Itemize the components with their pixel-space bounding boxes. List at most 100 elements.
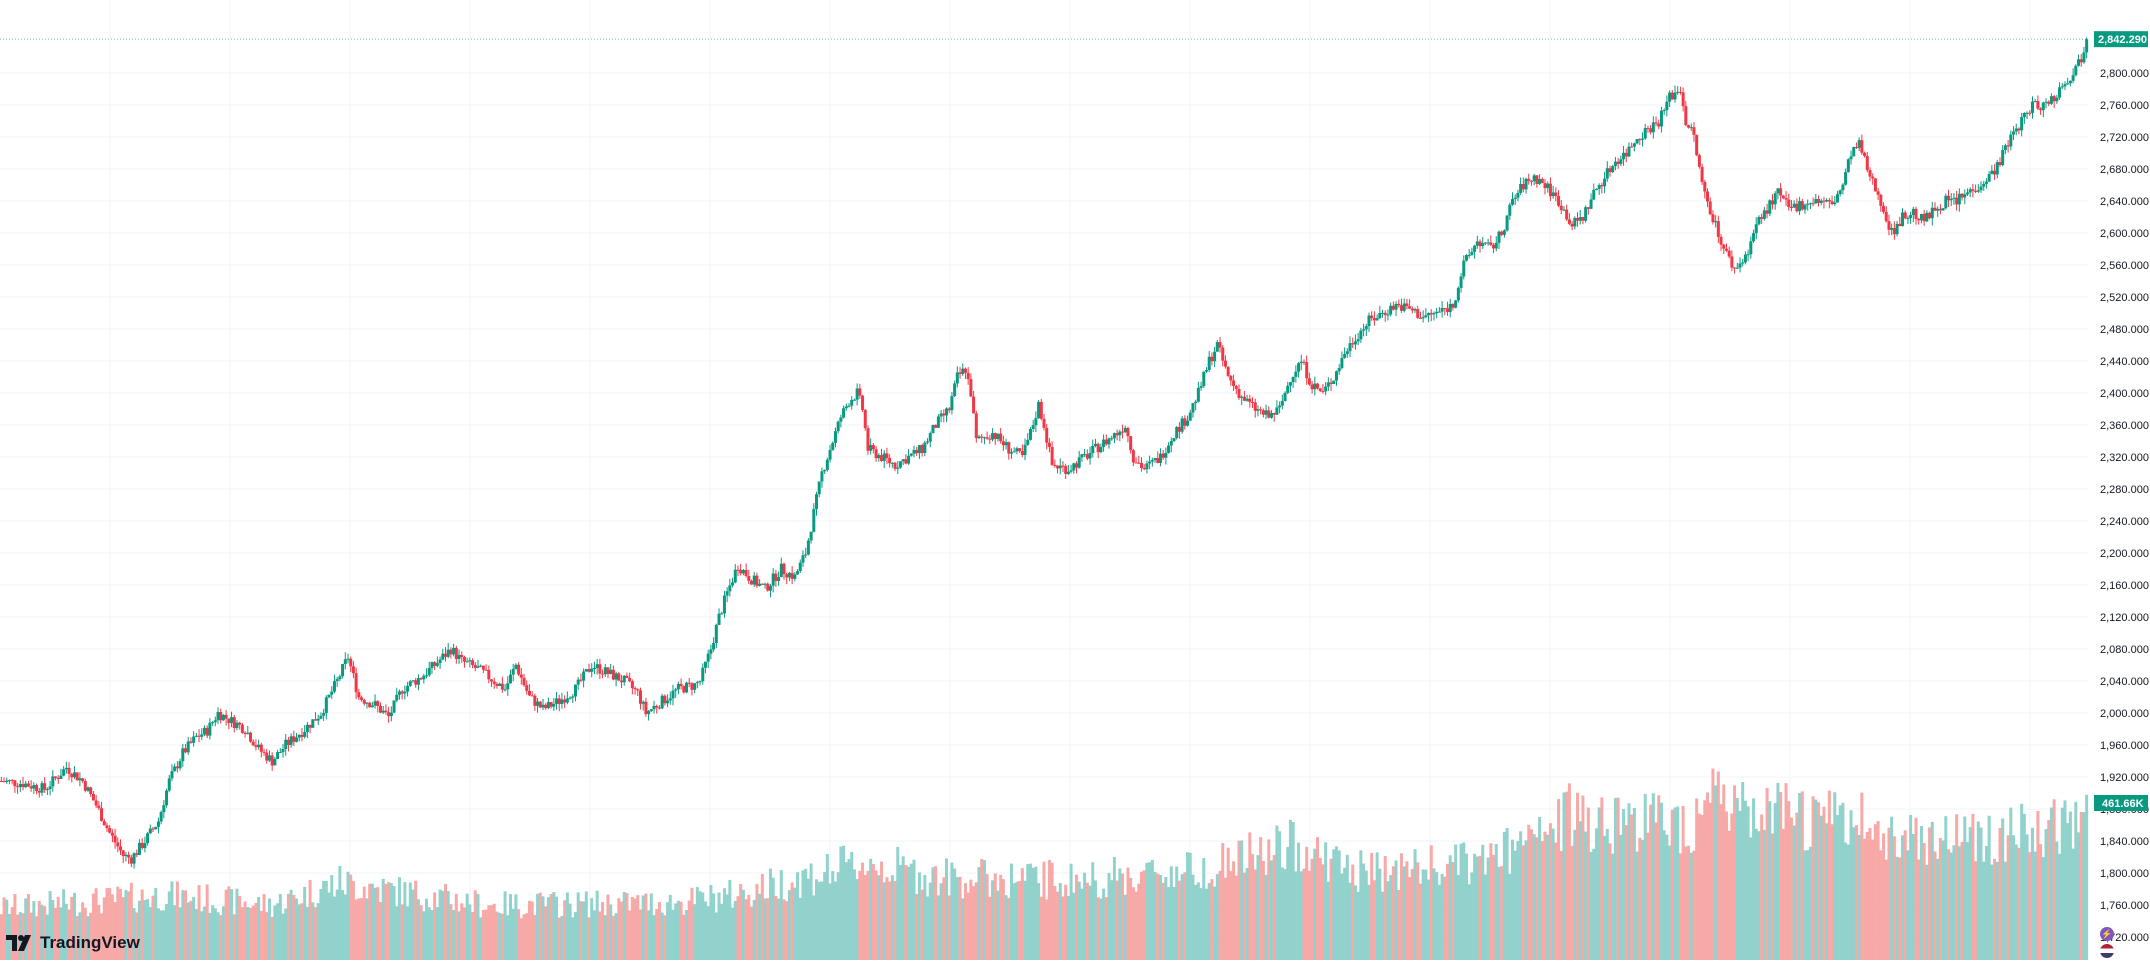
volume-bar [444,884,447,960]
candle [788,572,791,581]
candle [1633,143,1636,152]
candle-body [888,458,891,463]
candle [1747,250,1750,261]
candle-body [387,712,390,716]
candle [217,707,220,724]
candle [506,676,509,696]
volume-bar [1568,783,1571,960]
candle-body [1706,192,1709,202]
candle [1438,307,1441,313]
candle [623,675,626,686]
candle-body [433,662,436,666]
candle [460,651,463,662]
candle-body [447,650,450,657]
candle-body [1950,199,1953,200]
candle-body [999,434,1002,442]
candle [820,468,823,488]
volume-bar [1078,882,1081,960]
candle [1817,195,1820,206]
volume-bar [143,900,146,960]
candle-body [1619,159,1622,164]
candle [655,705,658,714]
candle-body [127,855,130,858]
candle [246,726,249,735]
candle-body [569,698,572,699]
volume-bar [866,871,869,960]
candle [1221,345,1224,366]
candle-body [1928,213,1931,218]
candle-body [254,745,257,747]
volume-bar [1728,831,1731,960]
volume-bar [2026,834,2029,960]
candle-body [1627,147,1630,157]
volume-bar [1836,815,1839,960]
volume-bar [1427,880,1430,960]
candle [1866,152,1869,172]
candle [1172,438,1175,442]
candles [0,37,2088,868]
candle-body [839,418,842,422]
volume-bar [669,895,672,960]
candle [1690,124,1693,131]
candle-body [246,733,249,734]
volume-bar [1289,820,1292,960]
volume-bar [872,864,875,960]
candle [1581,217,1584,225]
volume-bar [953,869,956,960]
volume-bar [485,910,488,960]
candle-body [544,705,547,708]
volume-bar [428,907,431,960]
candle [902,459,905,465]
candle-body [677,684,680,689]
candle [1037,400,1040,419]
volume-bar [552,892,555,960]
candle [2082,47,2085,64]
candle [2026,111,2029,119]
candle-body [1847,159,1850,172]
candle [799,559,802,573]
candle [994,432,997,444]
candle [2069,80,2072,86]
candle [1871,173,1874,184]
flash-icon[interactable]: ⚡ [2100,927,2114,941]
candle [1059,458,1062,474]
candle-body [1359,331,1362,340]
candle [861,395,864,412]
candle [1993,164,1996,180]
volume-bar [1492,855,1495,960]
candle-body [1386,314,1389,315]
candle-body [1094,444,1097,446]
candle [2004,144,2007,154]
candle-body [455,648,458,659]
volume-bar [1351,865,1354,960]
candle-body [1958,194,1961,205]
candle [73,766,76,779]
candle-body [669,698,672,700]
candle [322,709,325,721]
volume-bar [1741,782,1744,960]
volume-bar [336,889,339,960]
candle-body [54,776,57,778]
volume-bar [1966,842,1969,960]
candle [1544,179,1547,194]
tradingview-logo[interactable]: TradingView [6,933,140,953]
candle-body [35,785,38,791]
volume-bar [1500,866,1503,960]
candle-body [815,494,818,509]
candle [1552,186,1555,199]
candle [395,688,398,703]
candle-body [2042,103,2045,110]
candle [78,772,81,786]
candle-body [1993,171,1996,175]
candle-body [883,453,886,461]
candle-body [1603,179,1606,187]
candle [1606,161,1609,182]
candle-body [1335,371,1338,380]
us-flag-icon[interactable] [2100,944,2114,958]
volume-bar [1674,807,1677,960]
candle-body [1270,413,1273,418]
volume-bar [2004,862,2007,960]
volume-bar [1235,876,1238,960]
